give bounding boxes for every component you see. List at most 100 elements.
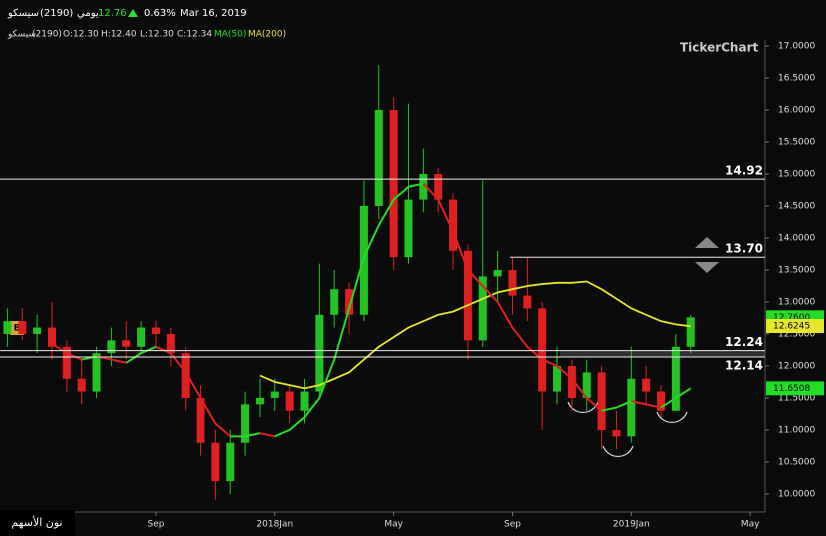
level-label: 12.14 [725, 359, 763, 373]
candle-body [47, 327, 56, 347]
candle-body [538, 308, 547, 392]
x-tick-label: Sep [504, 520, 521, 530]
open: O:12.30 [63, 30, 99, 40]
up-arrow [128, 9, 138, 17]
y-tick-label: 16.0000 [778, 106, 815, 116]
cup [602, 445, 634, 458]
price-tag [766, 319, 824, 334]
stock-name: سيسكو [7, 8, 39, 19]
candle-body [478, 276, 487, 341]
ma50-line [660, 387, 692, 409]
price-tag-label: 12.6245 [773, 322, 810, 332]
candle-body [3, 321, 12, 334]
candle-body [404, 199, 413, 258]
candle-body [449, 199, 458, 251]
candle-body [612, 429, 621, 437]
logo: TickerChart [680, 41, 758, 55]
change: 0.63% [144, 8, 176, 19]
candle-body [151, 327, 160, 334]
candle-body [553, 365, 562, 392]
ma200-line [259, 280, 691, 390]
candle-body [77, 378, 86, 392]
candle-body [686, 317, 695, 347]
y-tick-label: 13.5000 [778, 265, 815, 275]
level-label: 13.70 [725, 242, 763, 256]
candle-body [315, 314, 324, 392]
candle-body [389, 110, 398, 258]
y-tick-label: 10.0000 [778, 489, 815, 499]
candle-body [434, 174, 443, 200]
candle-body [508, 269, 517, 296]
y-tick-label: 13.0000 [778, 297, 815, 307]
candle-body [330, 289, 339, 315]
x-tick-label: May [384, 520, 403, 530]
stock-code: (2190) [40, 8, 73, 19]
header: سيسكو (2190) يومي 12.76 0.63% Mar 16, 20… [7, 8, 286, 40]
candle-body [255, 397, 264, 405]
cup [656, 411, 688, 424]
ma50-line [631, 400, 662, 409]
watermark: نون الأسهم [11, 515, 62, 529]
candle-body [642, 378, 651, 392]
low: L:12.30 [140, 30, 174, 40]
x-tick-label: May [741, 520, 760, 530]
stock-code: (2190) [32, 30, 62, 40]
candle-body [211, 442, 220, 482]
candle-body [463, 250, 472, 341]
y-tick-label: 11.0000 [778, 425, 815, 435]
candle-body [92, 353, 101, 392]
candle-body [270, 391, 279, 398]
ma50-line [259, 432, 276, 438]
level-label: 14.92 [725, 164, 763, 178]
y-tick-label: 15.0000 [778, 170, 815, 180]
scroll-up[interactable] [695, 237, 719, 248]
candle-body [122, 340, 131, 347]
x-tick-label: 2018Jan [256, 520, 293, 530]
y-tick-label: 12.5000 [778, 329, 815, 339]
y-tick-label: 11.5000 [778, 393, 815, 403]
candle-body [657, 391, 666, 411]
y-tick-label: 10.5000 [778, 457, 815, 467]
candle-body [627, 378, 636, 437]
level-band [560, 350, 765, 358]
level-label: 12.24 [725, 335, 763, 349]
y-tick-label: 17.0000 [778, 42, 815, 52]
x-tick-label: 2019Jan [613, 520, 650, 530]
candle-body [33, 327, 42, 334]
candle-body [285, 391, 294, 411]
candle-body [345, 289, 354, 315]
period: يومي [77, 8, 99, 19]
candle-body [567, 365, 576, 398]
candle-body [300, 391, 309, 411]
candle-body [226, 442, 235, 482]
y-tick-label: 16.5000 [778, 74, 815, 84]
candle-body [419, 174, 428, 200]
candle-body [582, 372, 591, 398]
candle-body [374, 110, 383, 207]
scroll-down[interactable] [695, 262, 719, 273]
price-tag [766, 381, 824, 396]
stock-name: سيسكو [7, 30, 36, 40]
price-tag-label: 12.7600 [773, 313, 810, 323]
candle-body [18, 321, 27, 334]
date: Mar 16, 2019 [180, 8, 247, 19]
candle-body [523, 295, 532, 309]
ma50-line [274, 182, 424, 438]
candle-body [671, 346, 680, 411]
ma50-line [422, 182, 603, 412]
y-tick-label: 14.5000 [778, 202, 815, 212]
ma50-line [601, 400, 632, 412]
candle-body [181, 353, 190, 398]
ma50-line [155, 345, 231, 438]
price-tag-label: 11.6508 [773, 384, 810, 394]
ma50-line [125, 345, 157, 364]
candle-body [493, 269, 502, 277]
marker: B [14, 324, 21, 334]
x-tick-label: Sep [147, 520, 164, 530]
candle-body [241, 404, 250, 443]
candle-body [597, 372, 606, 430]
close: C:12.34 [177, 30, 212, 40]
watermark-box [0, 510, 75, 536]
